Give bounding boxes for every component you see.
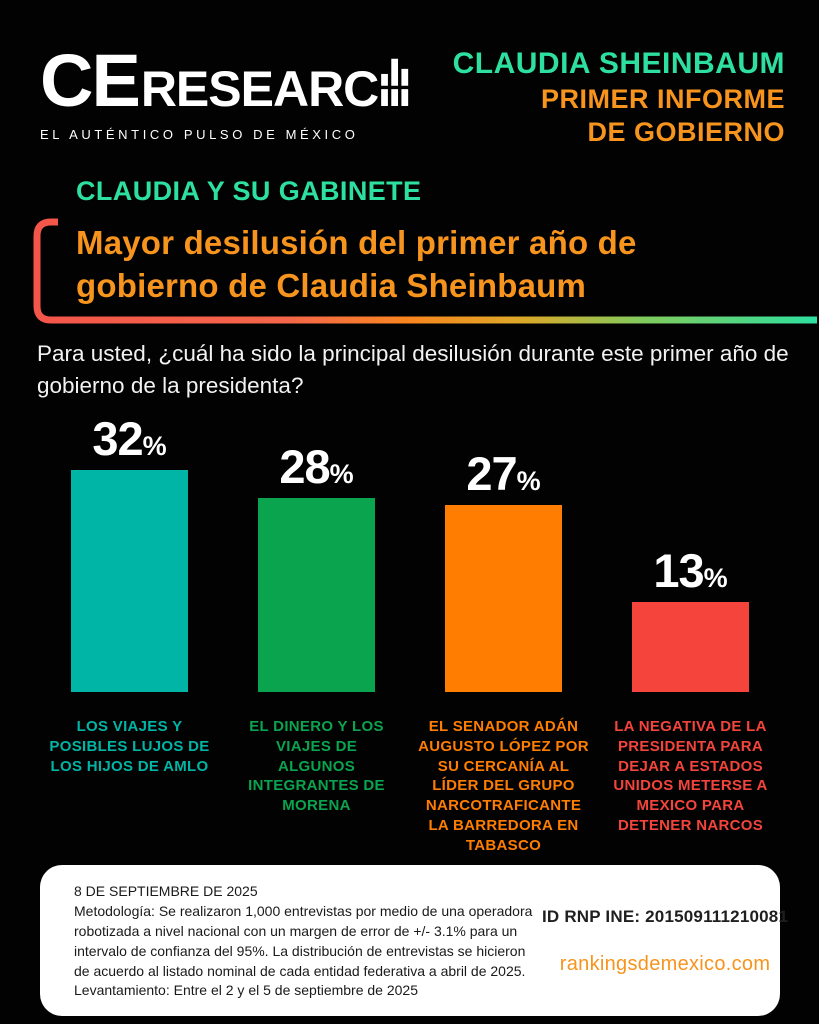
methodology-text: Metodología: Se realizaron 1,000 entrevi…: [74, 902, 533, 979]
brand-tagline: EL AUTÉNTICO PULSO DE MÉXICO: [40, 127, 359, 142]
methodology-card: 8 DE SEPTIEMBRE DE 2025 Metodología: Se …: [40, 865, 788, 1017]
chart-column: 27% EL SENADOR ADÁN AUGUSTO LÓPEZ POR SU …: [414, 408, 593, 856]
publication-date: 8 DE SEPTIEMBRE DE 2025: [74, 883, 258, 899]
chart-column: 32% LOS VIAJES Y POSIBLES LUJOS DE LOS HI…: [40, 408, 219, 856]
bar-category-label: EL DINERO Y LOS VIAJES DE ALGUNOS INTEGR…: [248, 718, 385, 815]
bar-zone: 32%: [71, 408, 188, 692]
bar-zone: 13%: [632, 408, 749, 692]
percent-sign: %: [142, 431, 167, 461]
fieldwork-text: Levantamiento: Entre el 2 y el 5 de sept…: [74, 982, 418, 999]
credentials-block: ID RNP INE: 201509111210081 rankingsdeme…: [542, 882, 788, 1001]
brand-logo: CE RESEARC EL AUTÉNTICO PULSO DE MÉXICO: [40, 44, 410, 142]
bar: [258, 498, 375, 692]
bar-category-label: LOS VIAJES Y POSIBLES LUJOS DE LOS HIJOS…: [49, 718, 210, 775]
bar: [445, 505, 562, 692]
logo-bars-icon: [381, 58, 409, 106]
logo-ce-text: CE: [40, 39, 141, 122]
bar: [632, 602, 749, 692]
percent-sign: %: [329, 459, 354, 489]
bar-value-label: 27%: [466, 447, 541, 500]
bar-category-label: EL SENADOR ADÁN AUGUSTO LÓPEZ POR SU CER…: [418, 718, 589, 854]
masthead-title: CLAUDIA SHEINBAUM: [452, 47, 785, 80]
bar-category-label: LA NEGATIVA DE LA PRESIDENTA PARA DEJAR …: [613, 718, 768, 834]
logo-research-text: RESEARC: [140, 61, 379, 117]
percent-sign: %: [703, 563, 728, 593]
masthead-subtitle-line1: PRIMER INFORME: [540, 83, 785, 114]
bar-value-label: 13%: [653, 544, 728, 597]
ine-registration-id: ID RNP INE: 201509111210081: [542, 907, 789, 927]
logo-row: CE RESEARC: [40, 44, 410, 118]
chart-column: 13% LA NEGATIVA DE LA PRESIDENTA PARA DEJ…: [601, 408, 780, 856]
masthead-subtitle-line2: DE GOBIERNO: [587, 116, 785, 147]
website-link[interactable]: rankingsdemexico.com: [559, 953, 771, 976]
bar-value-label: 28%: [279, 440, 354, 493]
masthead: CLAUDIA SHEINBAUM PRIMER INFORME DE GOBI…: [453, 46, 785, 148]
bar-chart: 32% LOS VIAJES Y POSIBLES LUJOS DE LOS HI…: [40, 408, 780, 856]
methodology-block: 8 DE SEPTIEMBRE DE 2025 Metodología: Se …: [74, 882, 542, 1001]
gradient-accent-border: [33, 218, 817, 324]
section-kicker: CLAUDIA Y SU GABINETE: [76, 176, 422, 206]
page-title: Mayor desilusión del primer año de gobie…: [76, 224, 637, 304]
bar-value-label: 32%: [92, 412, 167, 465]
bar-zone: 27%: [445, 408, 562, 692]
chart-column: 28% EL DINERO Y LOS VIAJES DE ALGUNOS INT…: [227, 408, 406, 856]
percent-sign: %: [516, 466, 541, 496]
bar-zone: 28%: [258, 408, 375, 692]
survey-question: Para usted, ¿cuál ha sido la principal d…: [37, 341, 789, 398]
bar: [71, 470, 188, 692]
